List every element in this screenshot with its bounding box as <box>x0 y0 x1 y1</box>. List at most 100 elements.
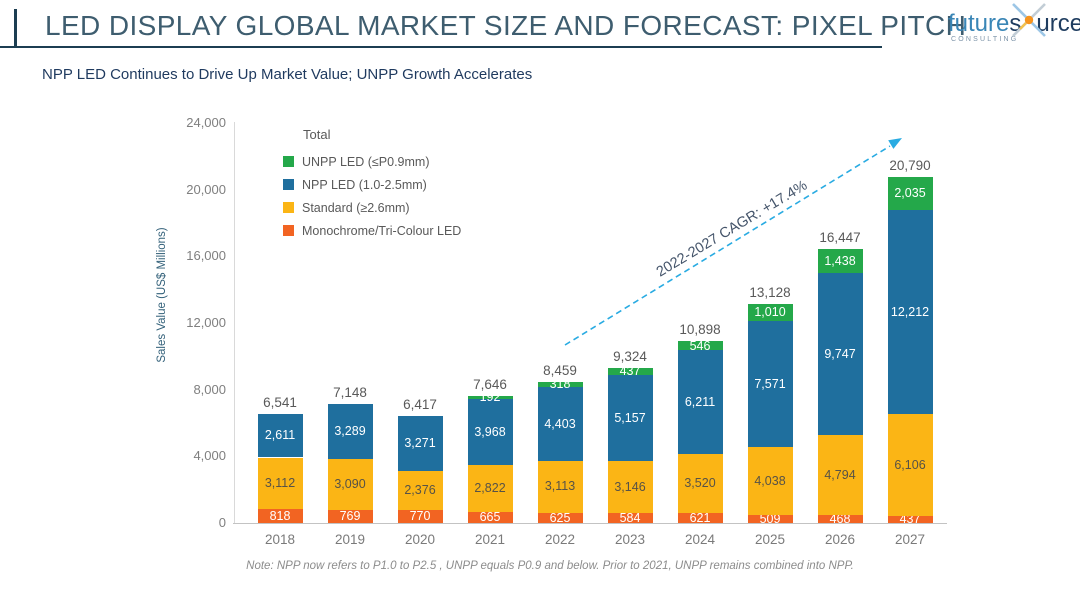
bar-segment-standard-2-6mm: 3,112 <box>257 457 303 510</box>
bar-segment-npp-led-1-0-2-5mm: 9,747 <box>817 272 863 436</box>
bar-total-label: 9,324 <box>613 348 647 364</box>
bar-value-label: 318 <box>549 377 571 392</box>
logo-word-urce: urce <box>1036 10 1080 37</box>
legend-swatch <box>283 202 294 213</box>
title-accent-bar <box>14 9 17 47</box>
bar-segment-monochrome-tri-colour-led: 770 <box>397 509 443 524</box>
bar-value-label: 621 <box>689 510 711 525</box>
x-axis-label: 2022 <box>544 532 576 547</box>
x-axis-label: 2027 <box>894 532 926 547</box>
bar-segment-unpp-led-p0-9mm: 318 <box>537 378 583 390</box>
bar-value-label: 4,403 <box>544 416 576 431</box>
x-axis-label: 2023 <box>614 532 646 547</box>
bar-segment-monochrome-tri-colour-led: 665 <box>467 511 513 523</box>
bar-total-label: 16,447 <box>819 229 861 245</box>
logo-starburst-icon <box>1012 3 1047 37</box>
futuresource-logo: futures urce CONSULTING <box>948 3 1080 43</box>
chart-legend: Total UNPP LED (≤P0.9mm) NPP LED (1.0-2.5… <box>283 127 461 242</box>
y-tick-label: 12,000 <box>186 315 226 330</box>
bar-value-label: 3,271 <box>404 436 436 451</box>
legend-swatch <box>283 156 294 167</box>
bar-segment-npp-led-1-0-2-5mm: 12,212 <box>887 210 933 414</box>
legend-item-monochrome-tri-colour-led: Monochrome/Tri-Colour LED <box>283 219 461 242</box>
bar-segment-unpp-led-p0-9mm: 1,438 <box>817 248 863 273</box>
bar-value-label: 192 <box>479 389 501 404</box>
bar-segment-standard-2-6mm: 3,113 <box>537 460 583 513</box>
bar-total-label: 6,417 <box>403 397 437 413</box>
bar-value-label: 509 <box>759 511 781 526</box>
legend-label: UNPP LED (≤P0.9mm) <box>302 154 430 169</box>
bar-value-label: 437 <box>619 363 641 378</box>
legend-title: Total <box>303 127 331 142</box>
bar-value-label: 3,520 <box>684 476 716 491</box>
legend-item-standard-2-6mm: Standard (≥2.6mm) <box>283 196 461 219</box>
bar-segment-monochrome-tri-colour-led: 468 <box>817 511 863 526</box>
y-tick-label: 16,000 <box>186 248 226 264</box>
bar-value-label: 1,438 <box>824 253 856 268</box>
y-tick-label: 8,000 <box>193 381 226 397</box>
bar-value-label: 1,010 <box>754 305 786 320</box>
logo-wordmark: futures urce <box>948 3 1080 37</box>
bar-segment-npp-led-1-0-2-5mm: 3,271 <box>397 416 443 471</box>
bar-value-label: 770 <box>409 509 431 524</box>
bar-segment-npp-led-1-0-2-5mm: 2,611 <box>257 413 303 458</box>
x-axis-label: 2024 <box>684 532 716 547</box>
bar-segment-standard-2-6mm: 6,106 <box>887 413 933 516</box>
bar-segment-unpp-led-p0-9mm: 1,010 <box>747 304 793 322</box>
y-tick-label: 20,000 <box>186 181 226 197</box>
bar-segment-monochrome-tri-colour-led: 621 <box>677 510 723 525</box>
bar-segment-unpp-led-p0-9mm: 192 <box>467 391 513 403</box>
logo-tagline: CONSULTING <box>951 36 1019 43</box>
bar-total-label: 7,646 <box>473 376 507 392</box>
page-title: LED DISPLAY GLOBAL MARKET SIZE AND FOREC… <box>45 10 967 41</box>
x-axis-label: 2025 <box>754 532 786 547</box>
x-axis-label: 2018 <box>264 532 296 547</box>
bar-segment-npp-led-1-0-2-5mm: 3,289 <box>327 403 373 459</box>
bar-segment-monochrome-tri-colour-led: 769 <box>327 510 373 523</box>
bar-segment-unpp-led-p0-9mm: 546 <box>677 340 723 352</box>
bar-value-label: 3,289 <box>334 424 366 439</box>
bar-segment-standard-2-6mm: 2,822 <box>467 464 513 512</box>
bar-segment-standard-2-6mm: 2,376 <box>397 470 443 511</box>
x-axis-label: 2026 <box>824 532 856 547</box>
y-axis-line <box>234 122 235 523</box>
bar-segment-standard-2-6mm: 4,038 <box>747 447 793 515</box>
bar-value-label: 818 <box>269 508 291 523</box>
bar-segment-npp-led-1-0-2-5mm: 6,211 <box>677 350 723 454</box>
bar-segment-monochrome-tri-colour-led: 625 <box>537 510 583 525</box>
bar-segment-unpp-led-p0-9mm: 437 <box>607 363 653 378</box>
legend-label: Standard (≥2.6mm) <box>302 200 410 215</box>
bar-value-label: 468 <box>829 511 851 526</box>
bar-value-label: 625 <box>549 510 571 525</box>
y-tick-label: 24,000 <box>186 115 226 130</box>
bar-value-label: 2,376 <box>404 483 436 498</box>
bar-value-label: 3,146 <box>614 479 646 494</box>
subtitle: NPP LED Continues to Drive Up Market Val… <box>42 66 533 83</box>
legend-label: NPP LED (1.0-2.5mm) <box>302 177 427 192</box>
bar-value-label: 437 <box>899 512 921 527</box>
bar-total-label: 7,148 <box>333 384 367 400</box>
bar-value-label: 4,794 <box>824 467 856 482</box>
legend-items: UNPP LED (≤P0.9mm) NPP LED (1.0-2.5mm) Sta… <box>283 150 461 242</box>
bar-segment-monochrome-tri-colour-led: 509 <box>747 511 793 526</box>
bar-total-label: 20,790 <box>889 157 931 173</box>
bar-value-label: 7,571 <box>754 376 786 391</box>
y-tick-label: 4,000 <box>193 448 226 464</box>
bar-value-label: 2,035 <box>894 186 926 201</box>
bar-value-label: 2,822 <box>474 481 506 496</box>
bar-value-label: 3,112 <box>264 476 296 491</box>
legend-swatch <box>283 179 294 190</box>
bar-value-label: 3,968 <box>474 424 506 439</box>
bar-segment-standard-2-6mm: 3,146 <box>607 460 653 514</box>
bar-total-label: 6,541 <box>263 394 297 410</box>
bar-value-label: 5,157 <box>614 410 646 425</box>
bar-segment-monochrome-tri-colour-led: 818 <box>257 508 303 523</box>
bar-value-label: 3,113 <box>544 479 576 494</box>
bar-segment-monochrome-tri-colour-led: 584 <box>607 510 653 525</box>
bar-segment-standard-2-6mm: 4,794 <box>817 435 863 516</box>
bar-segment-npp-led-1-0-2-5mm: 4,403 <box>537 387 583 461</box>
bar-value-label: 584 <box>619 510 641 525</box>
bar-segment-npp-led-1-0-2-5mm: 5,157 <box>607 374 653 461</box>
bar-segment-standard-2-6mm: 3,520 <box>677 453 723 513</box>
bar-total-label: 13,128 <box>749 285 791 301</box>
